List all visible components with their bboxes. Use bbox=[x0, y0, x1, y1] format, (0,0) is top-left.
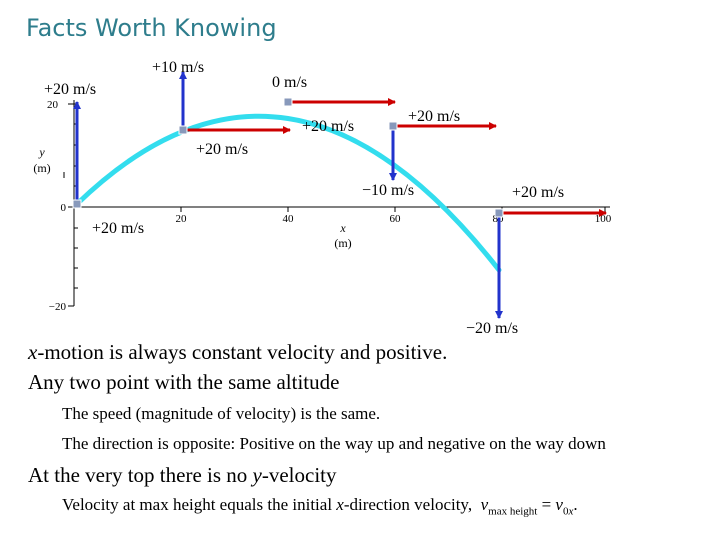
y-axis-minor-ticks bbox=[63, 103, 78, 307]
start-vx-label: +20 m/s bbox=[92, 220, 144, 237]
top-vy-label: 0 m/s bbox=[272, 74, 307, 91]
p4-vx-label: +20 m/s bbox=[512, 184, 564, 201]
point-3 bbox=[388, 121, 398, 131]
x-tick-20: 20 bbox=[176, 213, 188, 225]
start-vy-label: +20 m/s bbox=[44, 81, 96, 98]
text-line-2: Any two point with the same altitude bbox=[28, 370, 340, 394]
p4-vy-label: −20 m/s bbox=[466, 320, 518, 337]
point-1 bbox=[178, 125, 188, 135]
x-axis-label: x bbox=[339, 221, 346, 235]
p1-vx-label: +20 m/s bbox=[196, 141, 248, 158]
x-tick-60: 60 bbox=[390, 213, 402, 225]
text-line-3: The speed (magnitude of velocity) is the… bbox=[62, 404, 381, 423]
trajectory-curve bbox=[74, 113, 502, 273]
p1-vy-label: +10 m/s bbox=[152, 59, 204, 76]
top-point bbox=[283, 97, 293, 107]
page-title: Facts Worth Knowing bbox=[26, 14, 277, 42]
p3-vx-label: +20 m/s bbox=[408, 108, 460, 125]
y-axis-label: y bbox=[38, 145, 45, 159]
point-4 bbox=[494, 208, 504, 218]
x-tick-40: 40 bbox=[283, 213, 295, 225]
p3-vy-label: −10 m/s bbox=[362, 182, 414, 199]
y-axis-unit: (m) bbox=[33, 161, 50, 175]
top-vx-label: +20 m/s bbox=[302, 118, 354, 135]
text-line-6: Velocity at max height equals the initia… bbox=[62, 495, 578, 518]
x-tick-100: 100 bbox=[595, 213, 612, 225]
x-variable: x bbox=[28, 340, 38, 364]
y-tick-0: 0 bbox=[61, 202, 67, 214]
x-axis-ticks bbox=[180, 207, 606, 212]
y-tick-neg20: −20 bbox=[49, 301, 67, 313]
text-line-5: At the very top there is no y-velocity bbox=[28, 463, 337, 487]
y-tick-20: 20 bbox=[47, 99, 59, 111]
text-line-4: The direction is opposite: Positive on t… bbox=[62, 434, 606, 453]
x-axis-unit: (m) bbox=[334, 236, 351, 250]
start-point bbox=[72, 199, 82, 209]
text-line-1: x-motion is always constant velocity and… bbox=[28, 340, 448, 364]
